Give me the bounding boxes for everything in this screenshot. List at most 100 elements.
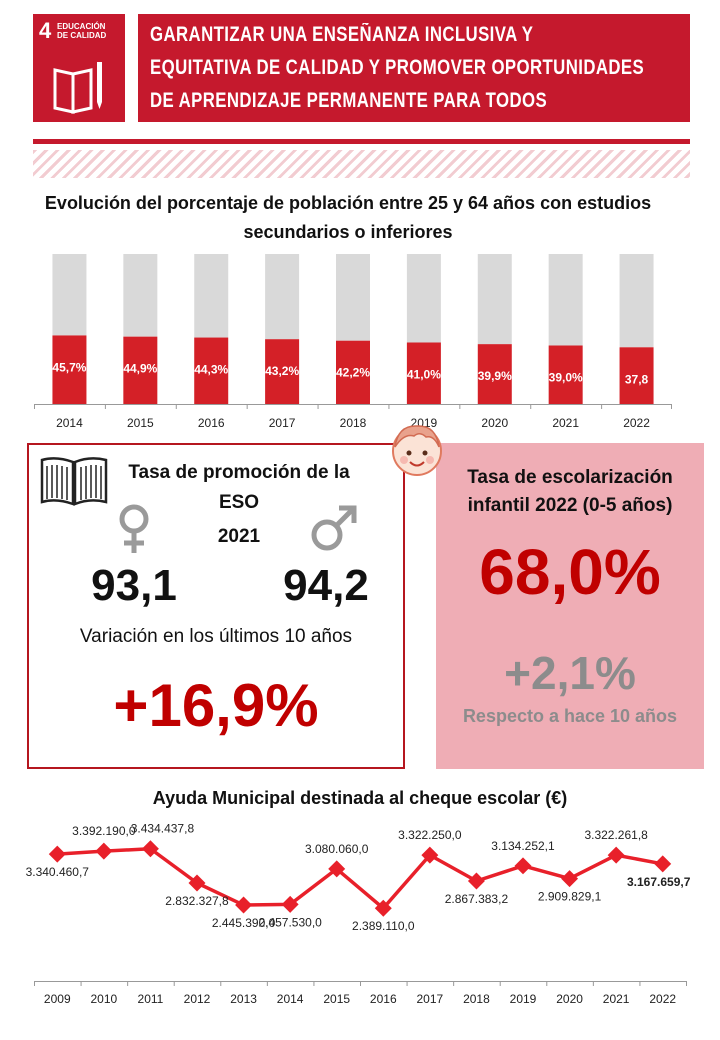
female-value: 93,1 (91, 561, 177, 610)
x-tick-label: 2014 (56, 416, 83, 430)
bar-remainder (265, 254, 300, 340)
goal-title-line: GARANTIZAR UNA ENSEÑANZA INCLUSIVA Y (150, 23, 534, 46)
x-tick-label: 2021 (552, 416, 579, 430)
header-divider (33, 139, 690, 144)
x-tick-label: 2022 (623, 416, 650, 430)
x-tick-label: 2009 (44, 992, 71, 1006)
data-label: 3.434.437,8 (131, 822, 195, 836)
bar (619, 347, 654, 404)
bar-value-label: 42,2% (336, 366, 370, 380)
x-tick-label: 2017 (417, 992, 444, 1006)
line-chart-title: Ayuda Municipal destinada al cheque esco… (152, 788, 568, 808)
data-label: 2.867.383,2 (445, 892, 509, 906)
bar-value-label: 41,0% (407, 368, 441, 382)
x-tick-label: 2016 (198, 416, 225, 430)
data-label: 3.322.250,0 (398, 828, 462, 842)
bar-chart: 45,7% 2014 44,9% 2015 44,3% 2016 43,2% 2017 42,2… (34, 254, 672, 430)
bar (548, 345, 583, 404)
decorative-stripes (33, 150, 690, 178)
bar-remainder (406, 254, 441, 343)
data-label: 3.340.460,7 (26, 865, 90, 879)
enrollment-value: 68,0% (479, 536, 661, 608)
line-chart: 3.340.460,7 3.392.190,03.434.437,8 2.832.3… (26, 822, 691, 1006)
bar-remainder (123, 254, 158, 337)
data-label: 3.322.261,8 (584, 828, 648, 842)
bar (265, 339, 300, 404)
female-symbol-icon (119, 504, 149, 553)
data-label: 3.167.659,7 (627, 875, 691, 889)
x-tick-label: 2014 (277, 992, 304, 1006)
enrollment-change-label: Respecto a hace 10 años (462, 706, 678, 726)
bar (123, 336, 158, 404)
data-point (654, 855, 672, 873)
x-tick-label: 2015 (323, 992, 350, 1006)
bar-chart-title-line2: secundarios o inferiores (243, 222, 453, 242)
bar-value-label: 44,3% (194, 363, 228, 377)
x-tick-label: 2020 (481, 416, 508, 430)
goal-title-line: DE APRENDIZAJE PERMANENTE PARA TODOS (150, 89, 548, 112)
male-symbol-icon (311, 505, 357, 551)
book-icon (40, 457, 108, 506)
x-tick-label: 2021 (603, 992, 630, 1006)
child-face-icon (392, 425, 442, 476)
enrollment-title-line2: infantil 2022 (0-5 años) (467, 495, 673, 516)
data-label: 2.389.110,0 (352, 919, 415, 933)
data-label: 3.134.252,1 (491, 839, 555, 853)
bar-remainder (194, 254, 229, 338)
bar-value-label: 37,8 (625, 372, 649, 386)
bar (52, 335, 87, 404)
bar-remainder (548, 254, 583, 346)
data-label: 2.457.530,0 (258, 915, 322, 929)
sdg-label: EDUCACIÓN DE CALIDAD (57, 22, 107, 40)
male-value: 94,2 (283, 561, 369, 610)
enrollment-panel: Tasa de escolarización infantil 2022 (0-… (436, 443, 704, 769)
bar-value-label: 45,7% (52, 360, 86, 374)
bar-remainder (52, 254, 87, 336)
x-tick-label: 2012 (184, 992, 211, 1006)
enrollment-title-line1: Tasa de escolarización (467, 467, 673, 488)
bar-remainder (336, 254, 370, 341)
bar-value-label: 39,9% (478, 369, 512, 383)
data-point (235, 896, 253, 914)
promotion-title-line2: ESO (218, 492, 260, 513)
variation-label: Variación en los últimos 10 años (79, 626, 353, 647)
data-label: 2.832.327,8 (165, 894, 229, 908)
promotion-title-line1: Tasa de promoción de la (128, 462, 350, 483)
data-point (607, 846, 625, 864)
data-point (561, 870, 579, 888)
sdg-number: 4 (39, 18, 52, 43)
series-line (57, 846, 664, 910)
bar (194, 337, 229, 404)
bar (406, 342, 441, 404)
x-tick-label: 2017 (269, 416, 296, 430)
bar-value-label: 44,9% (123, 362, 157, 376)
data-label: 3.080.060,0 (305, 842, 369, 856)
x-tick-label: 2015 (127, 416, 154, 430)
data-point (467, 872, 485, 890)
data-point (48, 845, 66, 863)
data-label: 2.445.390,0 (212, 916, 276, 930)
promotion-panel: Tasa de promoción de la ESO 2021 93,1 94… (27, 443, 405, 769)
bar-value-label: 39,0% (549, 371, 583, 385)
variation-value: +16,9% (113, 672, 319, 739)
promotion-year: 2021 (217, 526, 261, 547)
bar (477, 344, 512, 404)
x-tick-label: 2022 (649, 992, 676, 1006)
x-tick-label: 2010 (91, 992, 118, 1006)
data-point (514, 857, 532, 875)
x-tick-label: 2013 (230, 992, 257, 1006)
sdg-badge: 4 EDUCACIÓN DE CALIDAD (33, 14, 125, 122)
x-tick-label: 2020 (556, 992, 583, 1006)
bar-remainder (477, 254, 512, 345)
bar-remainder (619, 254, 654, 348)
x-tick-label: 2016 (370, 992, 397, 1006)
goal-banner: GARANTIZAR UNA ENSEÑANZA INCLUSIVA Y EQU… (138, 14, 690, 122)
x-tick-label: 2019 (510, 992, 537, 1006)
x-tick-label: 2018 (340, 416, 367, 430)
x-tick-label: 2018 (463, 992, 490, 1006)
bar-value-label: 43,2% (265, 364, 299, 378)
goal-title-line: EQUITATIVA DE CALIDAD Y PROMOVER OPORTUN… (150, 56, 645, 79)
data-label: 3.392.190,0 (72, 824, 136, 838)
bar-chart-title-line1: Evolución del porcentaje de población en… (44, 193, 652, 213)
x-tick-label: 2011 (138, 992, 164, 1006)
